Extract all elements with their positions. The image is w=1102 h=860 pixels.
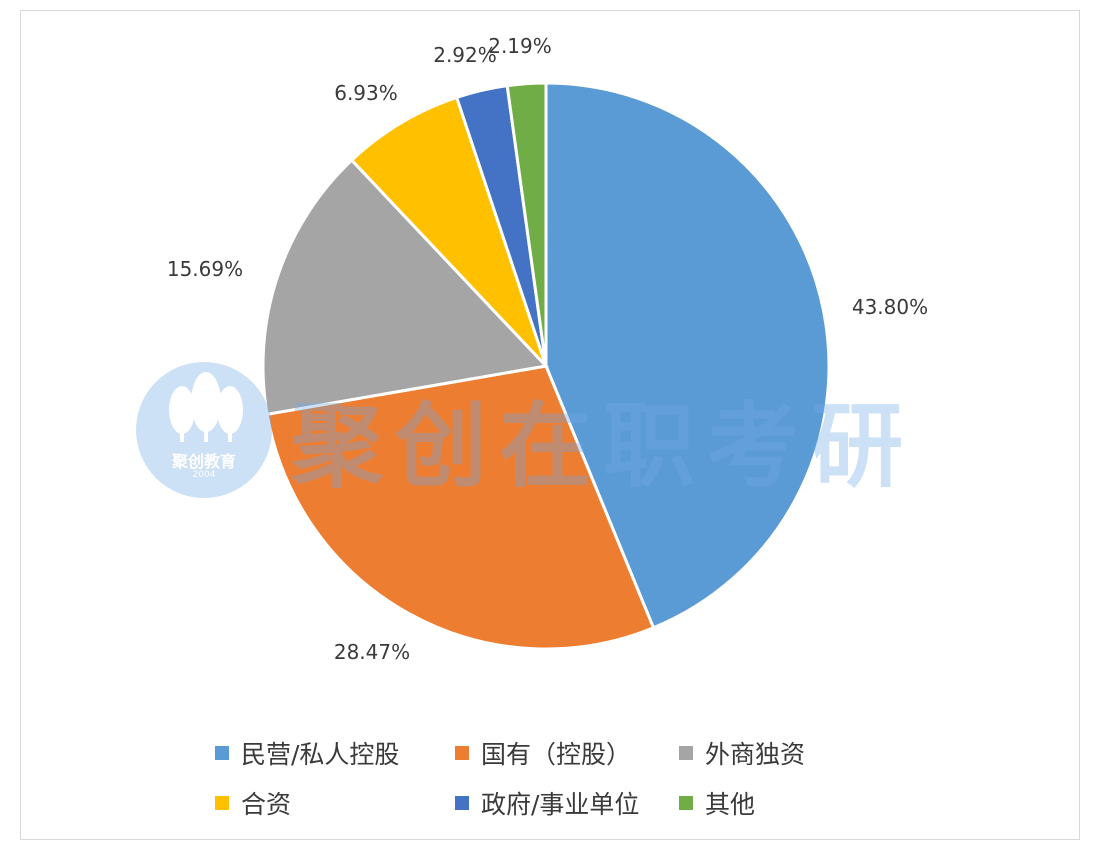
pie-slices <box>261 81 831 651</box>
legend-item: 国有（控股） <box>455 735 679 771</box>
legend-item: 其他 <box>679 785 879 821</box>
legend-label: 国有（控股） <box>481 740 632 769</box>
data-label-5: 2.19% <box>488 34 552 58</box>
legend-row-1: 民营/私人控股 国有（控股） 外商独资 <box>215 728 915 778</box>
legend-label: 民营/私人控股 <box>241 740 400 769</box>
legend-swatch <box>455 796 469 810</box>
legend-label: 政府/事业单位 <box>481 790 640 819</box>
legend-swatch <box>455 746 469 760</box>
legend: 民营/私人控股 国有（控股） 外商独资 合资 政府/事业单位 其他 <box>215 728 915 828</box>
legend-item: 民营/私人控股 <box>215 735 455 771</box>
pie-slice-0 <box>544 81 831 630</box>
pie-slice-3 <box>349 95 548 368</box>
legend-row-2: 合资 政府/事业单位 其他 <box>215 778 915 828</box>
pie-slice-1 <box>265 364 656 651</box>
data-label-1: 28.47% <box>334 640 410 664</box>
legend-label: 其他 <box>705 790 756 819</box>
data-label-3: 6.93% <box>334 81 398 105</box>
data-label-2: 15.69% <box>167 257 243 281</box>
legend-swatch <box>679 796 693 810</box>
legend-swatch <box>679 746 693 760</box>
legend-swatch <box>215 746 229 760</box>
legend-item: 政府/事业单位 <box>455 785 679 821</box>
legend-item: 合资 <box>215 785 455 821</box>
pie-slice-5 <box>505 81 548 367</box>
pie-data-labels: 43.80% 28.47% 15.69% 6.93% 2.92%2.19% <box>167 34 928 664</box>
legend-label: 合资 <box>241 790 292 819</box>
data-label-0: 43.80% <box>852 295 928 319</box>
legend-item: 外商独资 <box>679 735 879 771</box>
data-label-4: 2.92% <box>433 43 497 67</box>
pie-slice-2 <box>261 158 550 417</box>
legend-label: 外商独资 <box>705 740 806 769</box>
legend-swatch <box>215 796 229 810</box>
